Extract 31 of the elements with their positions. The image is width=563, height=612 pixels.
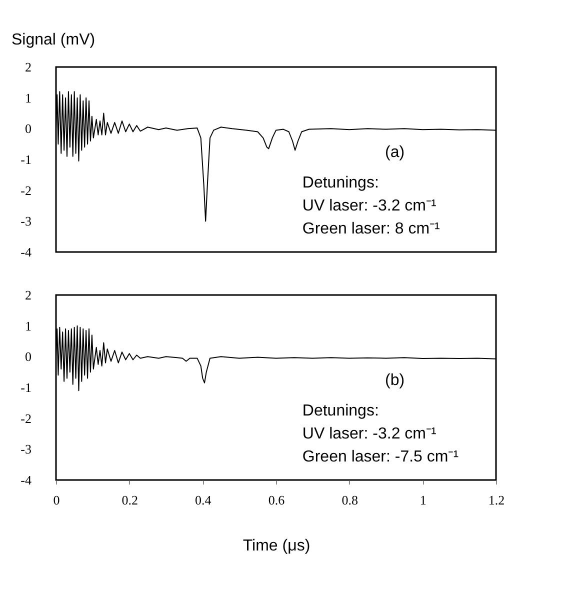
annotation: Detunings: (302, 174, 379, 192)
x-tick-label: 0 (53, 492, 60, 508)
annotation: Detunings: (302, 402, 379, 420)
y-tick-label: 0 (25, 349, 32, 364)
y-tick-label: -4 (20, 244, 32, 260)
x-axis-title: Time (μs) (242, 538, 310, 554)
y-tick-label: -4 (20, 472, 32, 488)
x-tick-label: 0.2 (122, 492, 138, 508)
y-axis-title: Signal (mV) (12, 32, 96, 48)
y-tick-label: -1 (20, 380, 32, 395)
annotation: Green laser: -7.5 cm⁻¹ (302, 448, 459, 466)
annotation: (b) (385, 372, 405, 390)
x-tick-label: 1.2 (488, 492, 505, 508)
y-tick-label: 1 (25, 318, 32, 334)
y-tick-label: 0 (25, 121, 32, 136)
x-tick-label: 0.8 (342, 492, 358, 508)
x-tick-label: 0.4 (195, 492, 212, 508)
y-tick-label: -2 (20, 410, 32, 426)
x-tick-label: 1 (420, 492, 426, 508)
annotation: UV laser: -3.2 cm⁻¹ (302, 426, 436, 442)
annotation: Green laser: 8 cm⁻¹ (302, 220, 440, 238)
annotation: (a) (385, 144, 405, 162)
annotation: UV laser: -3.2 cm⁻¹ (302, 198, 436, 214)
y-tick-label: -3 (20, 442, 32, 457)
y-tick-label: 1 (25, 90, 32, 106)
x-tick-label: 0.6 (268, 492, 286, 508)
y-tick-label: 2 (25, 60, 32, 74)
y-tick-label: 2 (25, 288, 32, 302)
y-tick-label: -2 (20, 182, 32, 198)
y-tick-label: -3 (20, 214, 32, 229)
y-tick-label: -1 (20, 152, 32, 167)
